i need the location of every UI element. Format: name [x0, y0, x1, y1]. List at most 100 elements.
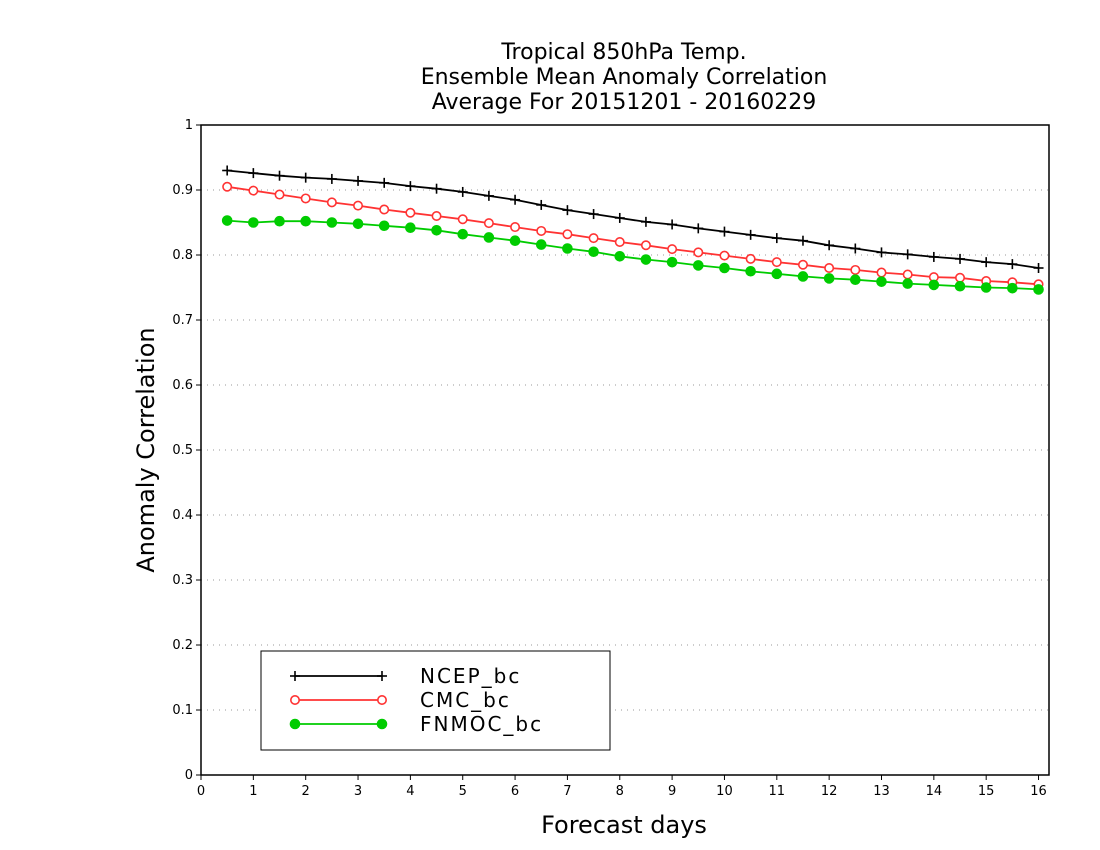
point-fnmoc-bc-12	[535, 239, 547, 250]
gridlines	[201, 189, 1049, 711]
point-fnmoc-bc-17	[666, 256, 678, 268]
point-fnmoc-bc-25	[876, 276, 887, 287]
point-ncep-bc-19	[719, 226, 730, 237]
legend-marker-start-fnmoc-bc	[289, 718, 301, 730]
point-cmc-bc-13	[562, 229, 573, 240]
chart-title-line-3: Average For 20151201 - 20160229	[432, 90, 817, 115]
point-ncep-bc-21	[771, 233, 782, 244]
chart-title: Tropical 850hPa Temp. Ensemble Mean Anom…	[421, 40, 828, 115]
point-ncep-bc-31	[1033, 263, 1044, 273]
series-ncep-bc	[222, 165, 1044, 273]
y-tick-label-0.5: 0.5	[172, 443, 193, 458]
x-tick-label-9: 9	[668, 784, 676, 799]
x-tick-label-8: 8	[616, 784, 624, 799]
point-ncep-bc-28	[955, 253, 966, 264]
y-tick-label-0.3: 0.3	[172, 573, 193, 588]
point-cmc-bc-9	[457, 214, 468, 225]
point-fnmoc-bc-24	[850, 274, 861, 286]
legend-label-cmc-bc: CMC_bc	[420, 688, 511, 712]
x-tick-label-15: 15	[978, 784, 995, 799]
legend-marker-end-ncep-bc	[377, 671, 387, 681]
point-fnmoc-bc-23	[823, 273, 835, 284]
plot-series	[221, 165, 1044, 295]
x-axis-title: Forecast days	[541, 811, 707, 839]
point-ncep-bc-2	[274, 170, 285, 181]
point-ncep-bc-30	[1007, 259, 1018, 270]
y-tick-label-0: 0	[185, 768, 193, 783]
point-cmc-bc-17	[667, 244, 678, 255]
legend-marker-start-ncep-bc	[290, 671, 300, 681]
point-fnmoc-bc-5	[352, 218, 364, 230]
point-ncep-bc-3	[300, 172, 311, 183]
point-ncep-bc-15	[614, 212, 625, 223]
point-ncep-bc-14	[588, 209, 599, 220]
point-cmc-bc-2	[274, 189, 285, 200]
x-tick-label-2: 2	[302, 784, 310, 799]
point-ncep-bc-0	[222, 165, 233, 176]
point-fnmoc-bc-28	[954, 280, 966, 292]
point-fnmoc-bc-8	[431, 225, 442, 236]
point-ncep-bc-29	[981, 257, 992, 268]
x-tick-label-0: 0	[197, 784, 205, 799]
point-cmc-bc-25	[876, 267, 887, 278]
series-cmc-bc	[222, 181, 1044, 290]
point-fnmoc-bc-14	[588, 246, 599, 258]
point-cmc-bc-4	[326, 197, 337, 208]
series-line-cmc-bc	[227, 185, 1039, 286]
x-tick-label-11: 11	[769, 784, 786, 799]
point-fnmoc-bc-22	[797, 271, 809, 282]
point-ncep-bc-11	[510, 194, 521, 205]
x-tick-label-7: 7	[563, 784, 571, 799]
legend-marker-start-cmc-bc	[289, 694, 300, 705]
point-fnmoc-bc-27	[928, 279, 940, 291]
point-cmc-bc-26	[902, 269, 913, 280]
legend-item-fnmoc-bc: FNMOC_bc	[289, 712, 543, 736]
point-cmc-bc-16	[640, 240, 651, 251]
y-tick-label-0.8: 0.8	[172, 248, 193, 263]
x-tick-label-10: 10	[716, 784, 733, 799]
point-cmc-bc-5	[353, 200, 364, 211]
y-tick-label-0.4: 0.4	[172, 508, 193, 523]
point-ncep-bc-20	[745, 229, 756, 240]
point-ncep-bc-5	[353, 175, 364, 186]
x-tick-label-14: 14	[926, 784, 943, 799]
y-axis-title: Anomaly Correlation	[132, 327, 160, 572]
point-ncep-bc-18	[693, 223, 704, 234]
point-fnmoc-bc-16	[640, 254, 652, 265]
point-cmc-bc-12	[536, 225, 547, 236]
x-tick-label-12: 12	[821, 784, 838, 799]
point-fnmoc-bc-29	[980, 282, 992, 293]
point-cmc-bc-10	[483, 218, 494, 229]
x-tick-label-1: 1	[249, 784, 257, 799]
x-tick-label-5: 5	[459, 784, 467, 799]
point-ncep-bc-25	[876, 247, 887, 258]
point-ncep-bc-4	[326, 173, 337, 184]
point-ncep-bc-26	[902, 249, 913, 260]
point-fnmoc-bc-3	[300, 215, 311, 227]
point-cmc-bc-18	[693, 247, 704, 258]
x-tick-label-13: 13	[873, 784, 890, 799]
point-ncep-bc-9	[457, 186, 468, 197]
point-cmc-bc-1	[248, 185, 259, 196]
point-ncep-bc-6	[379, 177, 390, 188]
point-fnmoc-bc-9	[457, 228, 469, 240]
point-fnmoc-bc-10	[483, 232, 495, 243]
chart-title-line-1: Tropical 850hPa Temp.	[500, 40, 746, 65]
point-fnmoc-bc-4	[326, 217, 338, 228]
series-line-ncep-bc	[227, 169, 1039, 269]
point-fnmoc-bc-20	[745, 265, 756, 277]
point-ncep-bc-16	[640, 216, 651, 227]
point-ncep-bc-23	[824, 240, 835, 251]
x-tick-label-3: 3	[354, 784, 362, 799]
point-fnmoc-bc-7	[405, 222, 416, 233]
x-tick-label-16: 16	[1030, 784, 1047, 799]
axes: 00.10.20.30.40.50.60.70.80.910 1 2 3 4 5 6 7 8 9 1…	[172, 118, 1050, 799]
legend-label-fnmoc-bc: FNMOC_bc	[420, 712, 543, 736]
point-ncep-bc-13	[562, 205, 573, 216]
point-cmc-bc-23	[824, 262, 835, 273]
point-cmc-bc-14	[588, 233, 599, 244]
point-cmc-bc-20	[745, 253, 756, 264]
point-fnmoc-bc-19	[719, 262, 730, 274]
